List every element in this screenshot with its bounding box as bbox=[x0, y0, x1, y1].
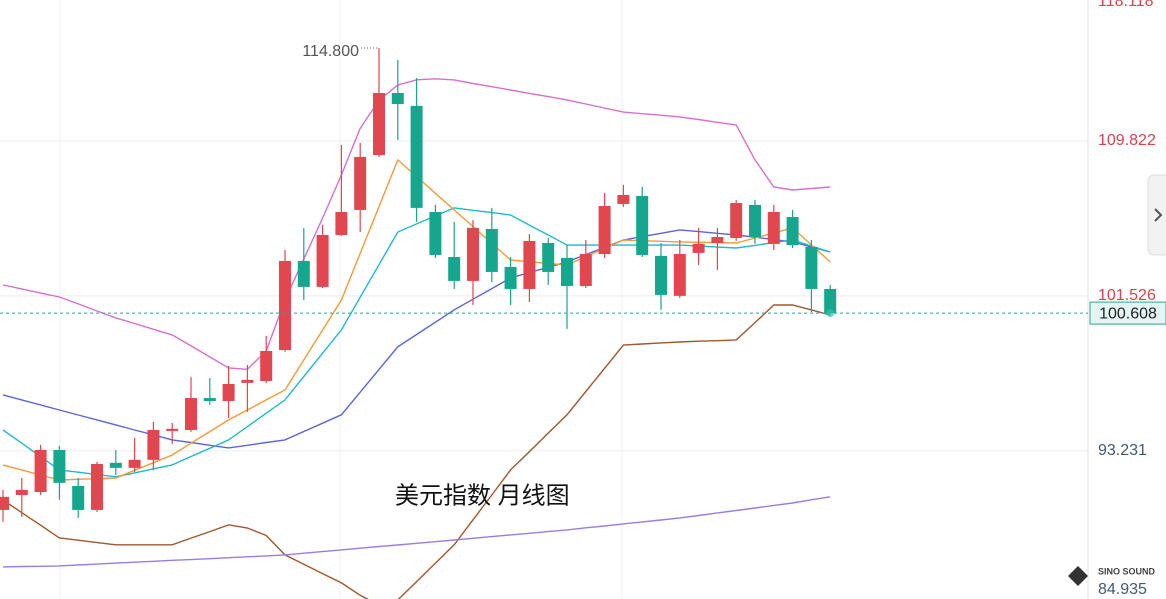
candle-body bbox=[354, 156, 367, 210]
candle-body bbox=[749, 204, 761, 238]
candle-body bbox=[128, 459, 141, 468]
line-series bbox=[2, 496, 831, 568]
candle-body bbox=[636, 195, 649, 255]
candle-body bbox=[523, 240, 536, 289]
candle-body bbox=[15, 489, 28, 495]
candle-body bbox=[579, 254, 592, 286]
y-tick-label: 101.526 bbox=[1098, 287, 1156, 304]
candle-body bbox=[692, 243, 705, 253]
line-series bbox=[2, 304, 831, 599]
candle-body bbox=[730, 203, 743, 238]
current-price-label: 100.608 bbox=[1099, 305, 1157, 322]
candle-body bbox=[260, 350, 273, 382]
candle-body bbox=[316, 234, 329, 287]
y-tick-label: 84.935 bbox=[1098, 581, 1147, 598]
candle-body bbox=[617, 194, 630, 204]
annotation: 114.800 bbox=[302, 43, 359, 60]
candle-body bbox=[429, 211, 442, 255]
candle-body bbox=[109, 462, 122, 468]
y-tick-label: 109.822 bbox=[1098, 132, 1156, 149]
candle-body bbox=[185, 398, 197, 430]
candle-body bbox=[542, 242, 555, 272]
candle-body bbox=[673, 254, 686, 296]
collapse-icon[interactable] bbox=[1154, 208, 1163, 222]
candle-body bbox=[485, 228, 498, 272]
collapse-tab[interactable] bbox=[1147, 174, 1166, 256]
collapse-tab-bg[interactable] bbox=[1147, 174, 1166, 256]
candle-body bbox=[805, 246, 818, 289]
watermark: SINO SOUND bbox=[1098, 566, 1156, 576]
candle-body bbox=[279, 260, 291, 351]
candle-body bbox=[598, 206, 611, 255]
logo bbox=[1068, 566, 1088, 586]
candle-body bbox=[373, 93, 385, 156]
candle-body bbox=[241, 379, 254, 383]
candle-body bbox=[222, 384, 235, 402]
candle-body bbox=[335, 211, 348, 235]
candle-body bbox=[767, 211, 780, 244]
candle-body bbox=[0, 496, 9, 510]
candle-body bbox=[53, 449, 66, 483]
candle-body bbox=[297, 260, 310, 287]
candle-body bbox=[561, 257, 573, 286]
candle-body bbox=[391, 93, 404, 105]
chart-title: 美元指数 月线图 bbox=[395, 482, 570, 509]
plot-area: 114.800 bbox=[0, 43, 1088, 599]
y-tick-label: 118.118 bbox=[1098, 0, 1154, 10]
current-price-dot bbox=[826, 309, 835, 318]
candle-body bbox=[448, 257, 461, 281]
candle-body bbox=[655, 255, 667, 295]
y-tick-label: 93.231 bbox=[1098, 442, 1147, 459]
candle-body bbox=[786, 217, 799, 246]
candle-body bbox=[34, 449, 47, 492]
candle-body bbox=[72, 485, 85, 510]
candle-body bbox=[711, 237, 724, 243]
line-series bbox=[2, 207, 831, 478]
candle-body bbox=[147, 429, 160, 460]
candle-body bbox=[166, 428, 179, 431]
candle-body bbox=[504, 266, 517, 289]
candle-body bbox=[467, 227, 479, 281]
candle-body bbox=[203, 398, 216, 402]
candle-body bbox=[824, 288, 837, 314]
current-price-box bbox=[1089, 301, 1166, 325]
candle-body bbox=[410, 105, 423, 208]
line-series bbox=[2, 229, 831, 449]
candle-body bbox=[91, 463, 103, 510]
